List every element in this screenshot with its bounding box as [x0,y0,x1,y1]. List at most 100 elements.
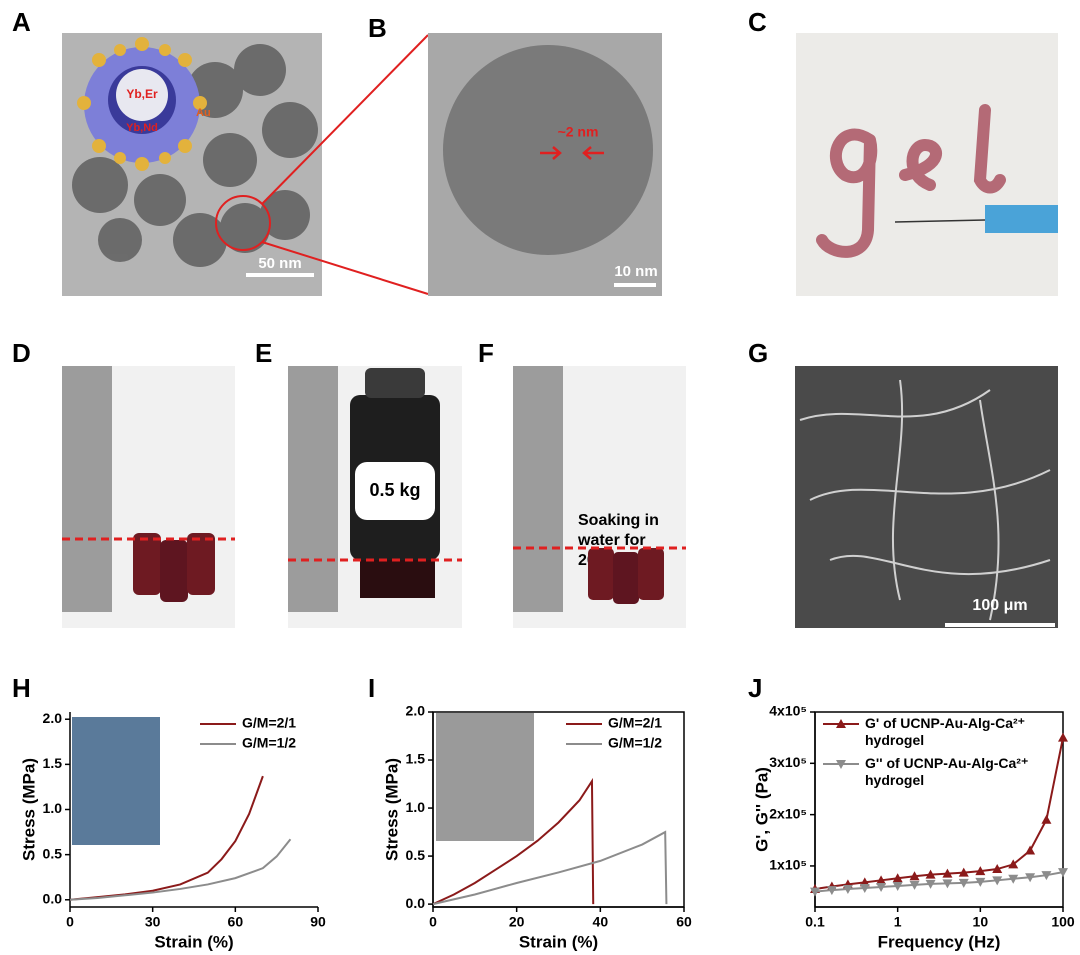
annotation: ~2 nm [558,124,599,140]
x-tick-label: 90 [310,914,326,930]
hydrogel [613,552,639,604]
x-tick-label: 40 [593,914,609,930]
data-point [810,887,820,897]
ruler [288,366,338,612]
y-tick-label: 3x10⁵ [769,754,807,770]
data-point [1058,732,1068,742]
core [116,69,168,121]
y-tick-label: 0.0 [43,890,63,906]
data-line [814,871,1064,893]
pore-walls [799,379,1051,621]
annotation: Au [196,107,211,119]
annotation: Yb,Nd [126,122,158,134]
panel-label: I [368,673,375,703]
x-tick-label: 100 [1051,914,1075,930]
data-point [909,871,920,881]
x-tick-label: 30 [145,914,161,930]
scale-label: 10 nm [614,263,657,280]
legend-label: G' of UCNP-Au-Alg-Ca²⁺ hydrogel [865,715,1025,748]
x-axis-label: Strain (%) [154,932,233,951]
weight-top [365,368,425,398]
gold-dots [77,37,207,171]
hydrogel [360,560,435,598]
annotation: 0.5 kg [369,480,420,500]
data-point [992,864,1003,874]
annotation: Yb,Er [126,87,158,101]
sem-image [795,366,1058,628]
data-point [1025,845,1036,855]
data-point [876,882,887,892]
ruler [513,366,563,612]
x-axis-label: Strain (%) [519,932,598,951]
legend-line: G' of UCNP-Au-Alg-Ca²⁺ [865,715,1025,731]
panel-label: H [12,673,31,703]
x-tick-label: 20 [509,914,525,930]
ruler [62,366,112,612]
data-point [975,866,986,876]
data-point [1025,873,1036,883]
data-point [958,878,969,888]
hydrogel [133,533,161,595]
x-tick-label: 60 [676,914,692,930]
hydrogel [638,548,664,600]
legend-label: G'' of UCNP-Au-Alg-Ca²⁺ hydrogel [865,755,1028,788]
particle [443,45,653,255]
panel-label: F [478,338,494,368]
panel-label: G [748,338,768,368]
hydrogel [588,548,614,600]
legend-marker [836,760,846,769]
data-point [958,867,969,877]
data-point [876,875,887,885]
y-tick-label: 2.0 [43,710,63,726]
y-tick-label: 2x10⁵ [769,805,807,821]
data-point [942,868,953,878]
legend-label: G/M=2/1 [242,715,296,731]
y-axis-label: Stress (MPa) [382,758,401,861]
data-point [1041,871,1052,881]
data-line [432,830,668,906]
panel-label: A [12,7,31,37]
data-point [942,879,953,889]
zoom-line [261,241,429,295]
needle [894,219,986,223]
syringe [985,205,1058,233]
x-axis-label: Frequency (Hz) [878,932,1001,951]
legend-line: hydrogel [865,772,924,788]
legend-line: hydrogel [865,732,924,748]
x-tick-label: 10 [973,914,989,930]
x-tick-label: 0.1 [805,914,825,930]
legend-marker [836,719,846,728]
legend-label: G/M=1/2 [608,735,662,751]
y-axis-label: Stress (MPa) [19,758,38,861]
y-tick-label: 0.5 [43,845,63,861]
panel-label: J [748,673,762,703]
y-tick-label: 1.0 [406,799,426,815]
data-line [432,777,595,906]
panel-label: B [368,13,387,43]
hydrogel [187,533,215,595]
y-tick-label: 1.5 [43,755,63,771]
scale-label: 100 μm [972,597,1027,614]
data-point [1041,814,1052,824]
data-point [892,873,903,883]
data-point [925,879,936,889]
zoom-line [261,34,429,205]
scale-label: 50 nm [258,255,301,272]
arrows [540,146,604,160]
panel-label: E [255,338,272,368]
x-tick-label: 60 [228,914,244,930]
y-tick-label: 1x10⁵ [769,857,807,873]
data-point [842,885,853,895]
data-point [925,869,936,879]
y-tick-label: 0.5 [406,847,426,863]
data-point [1008,874,1019,884]
x-tick-label: 0 [66,914,74,930]
x-tick-label: 1 [894,914,902,930]
y-tick-label: 1.0 [43,800,63,816]
x-tick-label: 0 [429,914,437,930]
legend-line: G'' of UCNP-Au-Alg-Ca²⁺ [865,755,1028,771]
panel-label: C [748,7,767,37]
legend-label: G/M=1/2 [242,735,296,751]
y-tick-label: 0.0 [406,895,426,911]
data-point [892,881,903,891]
